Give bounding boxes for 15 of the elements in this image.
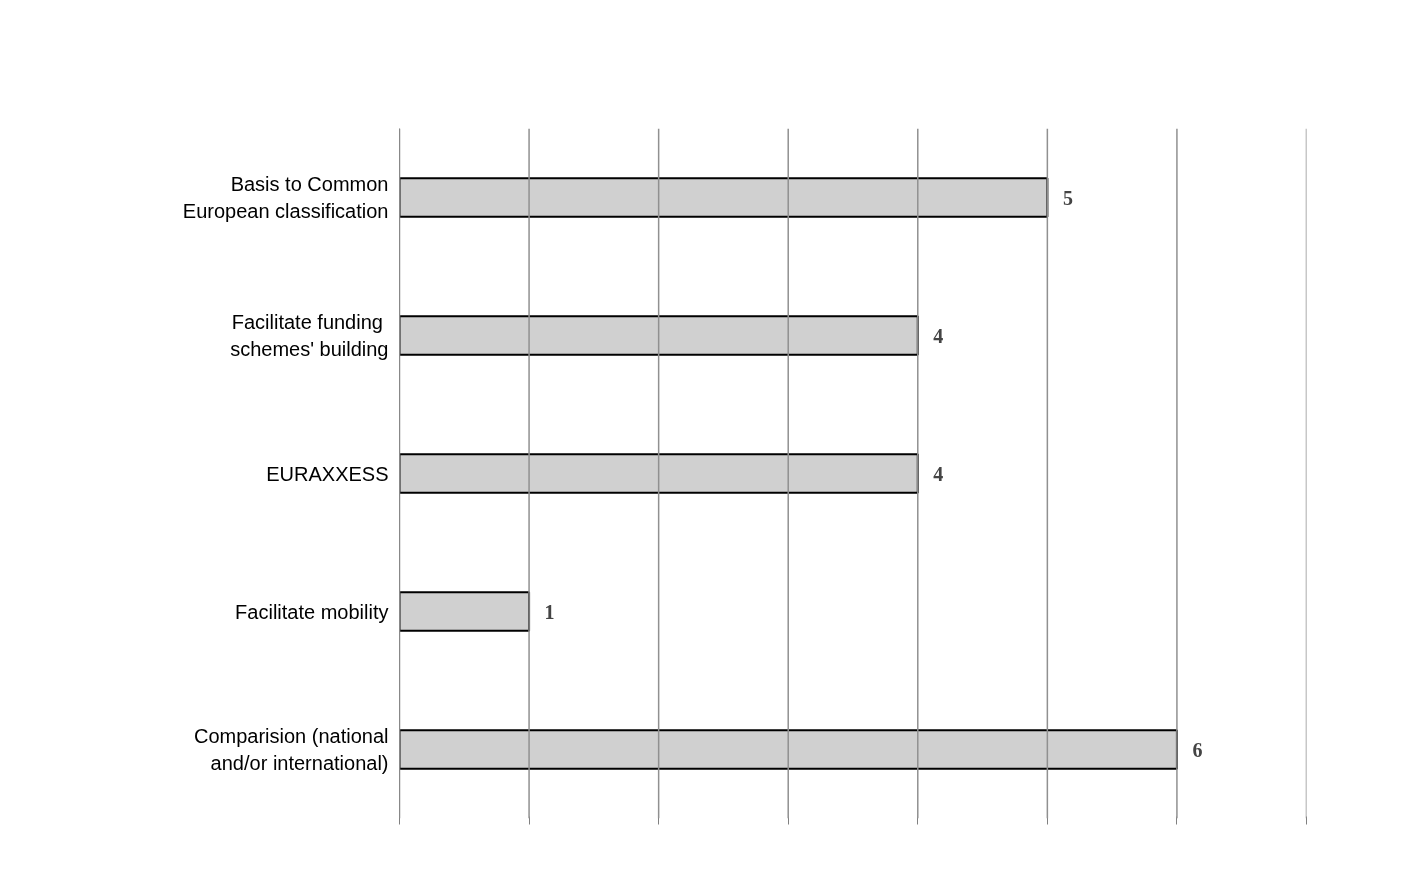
y-tick-label: Facilitate funding schemes' building	[230, 311, 389, 360]
y-tick-label: Basis to Common European classification	[182, 173, 389, 222]
data-label: 4	[933, 462, 944, 485]
y-tick-label: EURAXXESS	[266, 462, 389, 485]
data-label: 4	[933, 324, 944, 347]
y-tick-label: Comparision (national and/or international)	[193, 725, 389, 774]
data-label: 6	[1192, 738, 1203, 761]
bar	[399, 591, 531, 632]
y-tick-label: Facilitate mobility	[235, 600, 389, 623]
bar	[399, 729, 1178, 770]
bar	[399, 177, 1049, 218]
bar	[399, 453, 919, 494]
data-label: 1	[544, 600, 555, 623]
bar	[399, 315, 919, 356]
data-label: 5	[1062, 186, 1073, 209]
